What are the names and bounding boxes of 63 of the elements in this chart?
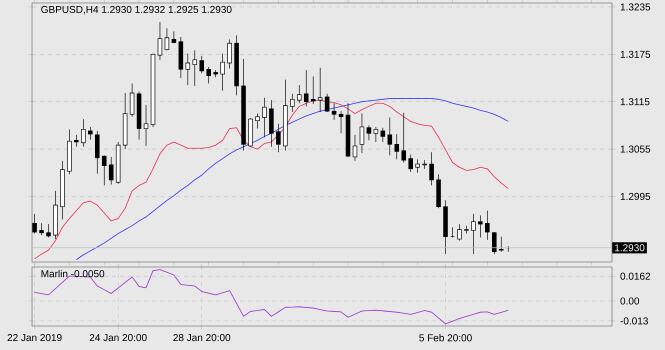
candlestick: [408, 154, 413, 172]
candlestick: [102, 155, 107, 186]
candlestick: [304, 70, 309, 107]
y-tick-label: 0.00: [620, 297, 640, 305]
candlestick: [374, 126, 378, 142]
candlestick: [332, 102, 336, 120]
y-tick-label: 1.3175: [620, 50, 650, 58]
candlestick: [199, 56, 204, 74]
ref-line-label: 1.2930: [615, 244, 644, 252]
candlestick: [262, 97, 267, 138]
candlestick: [360, 113, 364, 154]
candlestick: [88, 126, 93, 140]
candlestick: [296, 84, 302, 104]
candlestick: [366, 125, 372, 141]
candlestick: [401, 112, 406, 163]
candlestick: [492, 232, 497, 254]
candlestick: [172, 31, 176, 44]
candlestick: [144, 104, 148, 146]
candlestick: [39, 222, 44, 236]
candlestick: [290, 93, 295, 112]
candlestick: [276, 123, 281, 153]
candlestick: [338, 110, 344, 134]
candlestick: [32, 213, 37, 234]
candlestick: [478, 215, 483, 238]
y-tick-label: 1.3055: [620, 146, 650, 153]
candlestick: [81, 118, 86, 148]
candlestick: [429, 152, 434, 186]
y-tick-label: 0.0162: [620, 272, 650, 280]
candlestick: [388, 117, 392, 156]
candlestick: [46, 224, 51, 238]
candlestick: [130, 83, 134, 118]
chart-title: Marlin -0.0050: [42, 270, 104, 278]
candlestick: [108, 156, 114, 185]
candlestick: [310, 76, 316, 104]
candlestick: [380, 127, 386, 142]
candlestick: [192, 50, 198, 86]
candlestick: [485, 210, 490, 240]
chart-title: GBPUSD,H4 1.2930 1.2932 1.2925 1.2930: [41, 6, 232, 14]
x-tick-label: 24 Jan 20:00: [90, 334, 147, 342]
candlestick: [227, 38, 232, 69]
candlestick: [186, 53, 190, 86]
y-tick-label: 1.3235: [620, 3, 650, 10]
x-tick-label: 22 Jan 2019: [8, 334, 62, 342]
y-tick-label: 1.3115: [620, 98, 650, 106]
candlestick: [415, 159, 420, 174]
candlestick: [255, 113, 260, 129]
candlestick: [457, 224, 462, 242]
x-tick-label: 5 Feb 20:00: [419, 334, 472, 342]
candlestick: [74, 134, 79, 148]
x-tick-label: 28 Jan 20:00: [173, 334, 230, 342]
candlestick: [164, 28, 170, 51]
candlestick: [206, 66, 211, 84]
candlestick: [471, 213, 476, 254]
candlestick: [324, 93, 330, 112]
y-tick-label: 1.2995: [620, 192, 650, 200]
candlestick: [498, 236, 504, 252]
candlestick: [158, 22, 162, 60]
candlestick: [318, 67, 322, 112]
candlestick: [94, 130, 100, 174]
candlestick: [352, 134, 358, 162]
y-tick-label: -0.013: [620, 317, 648, 324]
candlestick: [220, 53, 225, 91]
candlestick: [394, 134, 400, 160]
